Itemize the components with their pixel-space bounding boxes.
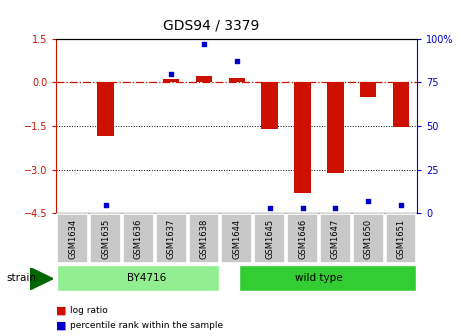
Point xyxy=(200,41,208,47)
Bar xyxy=(261,82,278,129)
Text: GSM1636: GSM1636 xyxy=(134,218,143,259)
Bar xyxy=(393,82,409,127)
Point xyxy=(233,59,241,64)
FancyBboxPatch shape xyxy=(386,214,416,263)
FancyBboxPatch shape xyxy=(254,214,285,263)
Text: ■: ■ xyxy=(56,306,67,316)
Bar xyxy=(196,76,212,82)
FancyBboxPatch shape xyxy=(156,214,187,263)
FancyBboxPatch shape xyxy=(90,214,121,263)
FancyBboxPatch shape xyxy=(189,214,219,263)
Text: GSM1645: GSM1645 xyxy=(265,218,274,259)
Bar xyxy=(228,78,245,82)
Point xyxy=(102,202,109,207)
FancyBboxPatch shape xyxy=(320,214,351,263)
Text: BY4716: BY4716 xyxy=(127,273,166,283)
Text: GSM1650: GSM1650 xyxy=(363,218,373,259)
Bar xyxy=(327,82,343,173)
Polygon shape xyxy=(30,268,53,290)
Text: GSM1647: GSM1647 xyxy=(331,218,340,259)
Bar xyxy=(360,82,376,97)
Point xyxy=(299,205,306,211)
Point xyxy=(397,202,405,207)
Point xyxy=(266,205,273,211)
FancyBboxPatch shape xyxy=(353,214,384,263)
FancyBboxPatch shape xyxy=(57,214,88,263)
Text: log ratio: log ratio xyxy=(70,306,108,315)
Bar xyxy=(163,79,179,82)
Text: ■: ■ xyxy=(56,321,67,331)
FancyBboxPatch shape xyxy=(287,214,318,263)
FancyBboxPatch shape xyxy=(239,265,416,291)
Point xyxy=(364,199,372,204)
Bar xyxy=(294,82,310,193)
Text: GSM1646: GSM1646 xyxy=(298,218,307,259)
Text: GSM1637: GSM1637 xyxy=(166,218,176,259)
Text: GDS94 / 3379: GDS94 / 3379 xyxy=(163,18,259,33)
Text: GSM1634: GSM1634 xyxy=(68,218,77,259)
FancyBboxPatch shape xyxy=(57,265,219,291)
Text: strain: strain xyxy=(6,273,36,283)
Point xyxy=(332,205,339,211)
FancyBboxPatch shape xyxy=(123,214,154,263)
Text: GSM1635: GSM1635 xyxy=(101,218,110,259)
Text: percentile rank within the sample: percentile rank within the sample xyxy=(70,322,223,330)
Bar xyxy=(97,82,113,136)
Text: GSM1644: GSM1644 xyxy=(232,218,242,259)
Text: GSM1651: GSM1651 xyxy=(396,218,406,259)
Text: GSM1638: GSM1638 xyxy=(199,218,209,259)
Text: wild type: wild type xyxy=(295,273,343,283)
FancyBboxPatch shape xyxy=(221,214,252,263)
Point xyxy=(167,71,175,76)
